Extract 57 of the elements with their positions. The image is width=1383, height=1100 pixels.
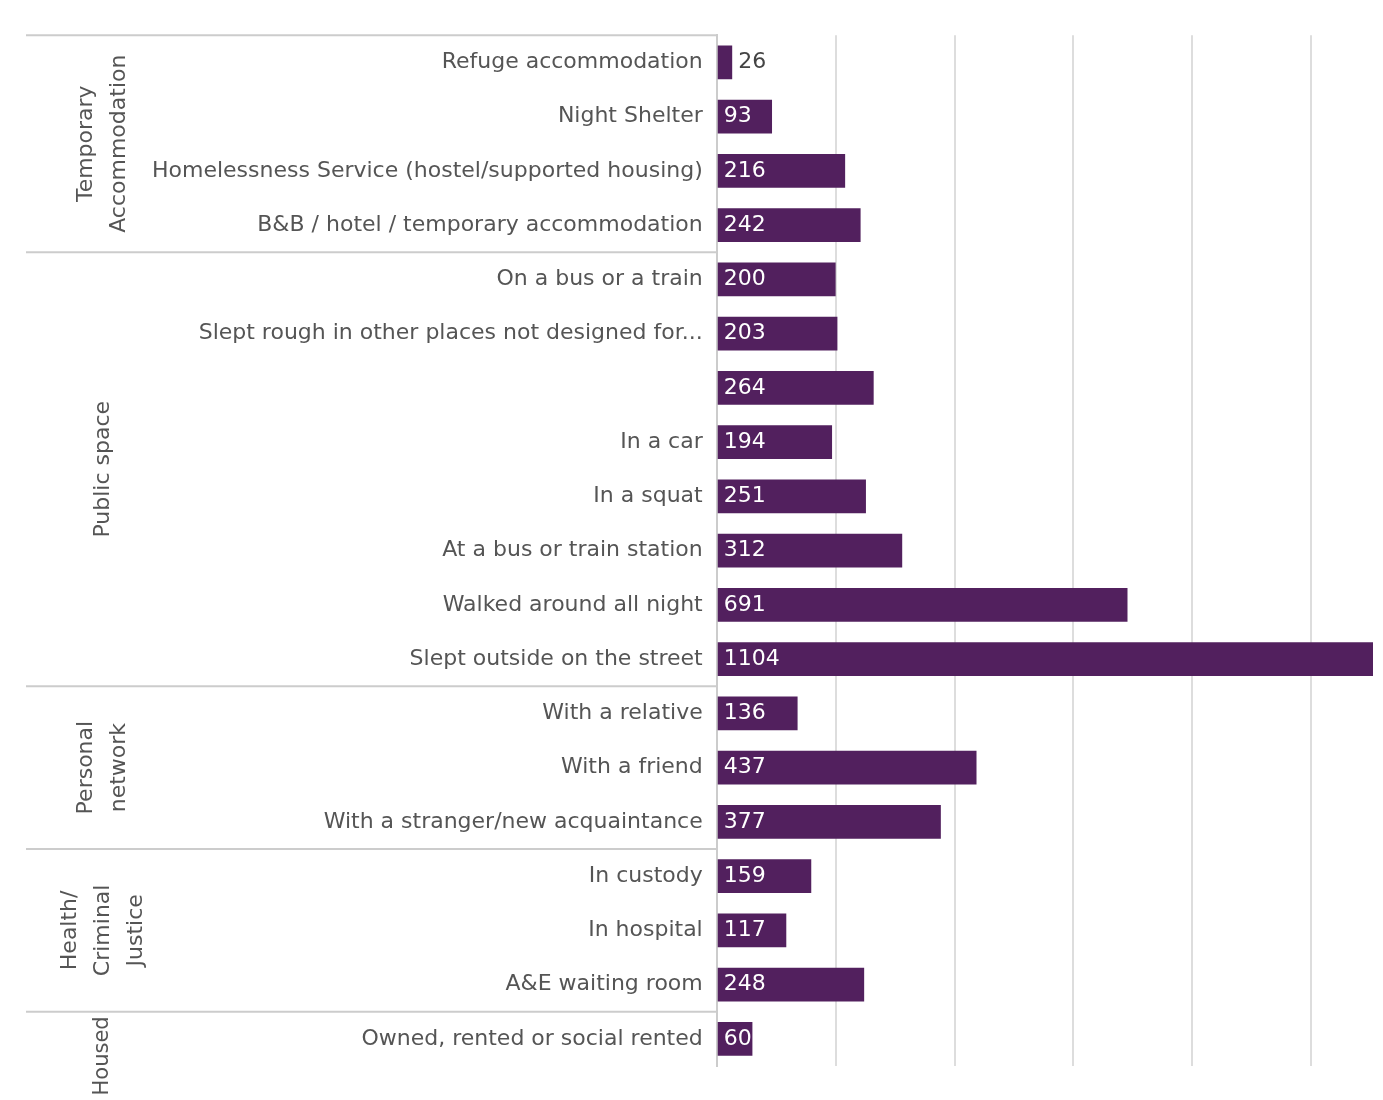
bar xyxy=(717,479,866,514)
data-label: 242 xyxy=(723,210,766,236)
y-tick-label: Slept rough in other places not designed for... xyxy=(198,319,703,345)
y-tick-label: Slept outside on the street xyxy=(409,644,704,670)
text: Public space xyxy=(88,400,114,538)
bar xyxy=(717,208,861,242)
y-tick-label: In custody xyxy=(588,861,703,887)
y-tick-label: A&E waiting room xyxy=(505,970,703,996)
text: Personal network xyxy=(72,720,131,815)
y-tick-label: With a relative xyxy=(542,699,703,725)
data-label: 159 xyxy=(723,861,766,887)
data-label: 691 xyxy=(723,590,766,616)
y-tick-label: In hospital xyxy=(588,916,703,942)
y-tick-label: With a stranger/new acquaintance xyxy=(323,807,703,833)
y-tick-label: With a friend xyxy=(560,753,703,779)
data-label: 251 xyxy=(723,482,766,508)
bar xyxy=(717,154,846,188)
y-tick-label: Owned, rented or social rented xyxy=(361,1024,703,1050)
bar xyxy=(717,262,836,297)
data-label: 203 xyxy=(723,319,766,345)
data-label: 26 xyxy=(738,48,767,74)
bar xyxy=(717,371,874,405)
bar xyxy=(717,45,733,80)
bar xyxy=(717,588,1128,622)
bar xyxy=(717,642,1373,676)
y-tick-label: Refuge accommodation xyxy=(441,48,703,74)
bar xyxy=(717,425,833,459)
data-label: 377 xyxy=(723,807,766,833)
y-tick-label: Night Shelter xyxy=(557,102,704,128)
data-label: 312 xyxy=(723,536,766,562)
y-tick-label: On a bus or a train xyxy=(496,265,703,291)
bar xyxy=(717,859,812,893)
y-tick-label: In a car xyxy=(620,427,704,453)
data-label: 200 xyxy=(723,265,766,291)
data-label: 93 xyxy=(723,102,752,128)
data-label: 194 xyxy=(723,427,766,453)
bar xyxy=(717,316,838,351)
data-label: 264 xyxy=(723,373,766,399)
bar xyxy=(717,805,941,839)
data-label: 248 xyxy=(723,970,766,996)
data-label: 117 xyxy=(723,916,766,942)
data-label: 216 xyxy=(723,156,766,182)
bar xyxy=(717,750,977,785)
text: Housed xyxy=(89,1016,114,1096)
data-label: 60 xyxy=(723,1024,752,1050)
y-tick-label: Walked around all night xyxy=(442,590,704,616)
bar xyxy=(717,967,865,1002)
y-tick-label: Homelessness Service (hostel/supported housing) xyxy=(151,156,703,182)
data-label: 437 xyxy=(723,753,766,779)
y-tick-label: In a squat xyxy=(593,482,704,508)
y-tick-label: B&B / hotel / temporary accommodation xyxy=(257,210,703,236)
data-label: 136 xyxy=(723,699,766,725)
data-label: 1104 xyxy=(723,644,780,670)
y-tick-label: At a bus or train station xyxy=(442,536,703,562)
bar xyxy=(717,533,903,568)
text: Health/ Criminal Justice xyxy=(55,884,147,977)
text: Temporary Accommodation xyxy=(72,54,131,233)
